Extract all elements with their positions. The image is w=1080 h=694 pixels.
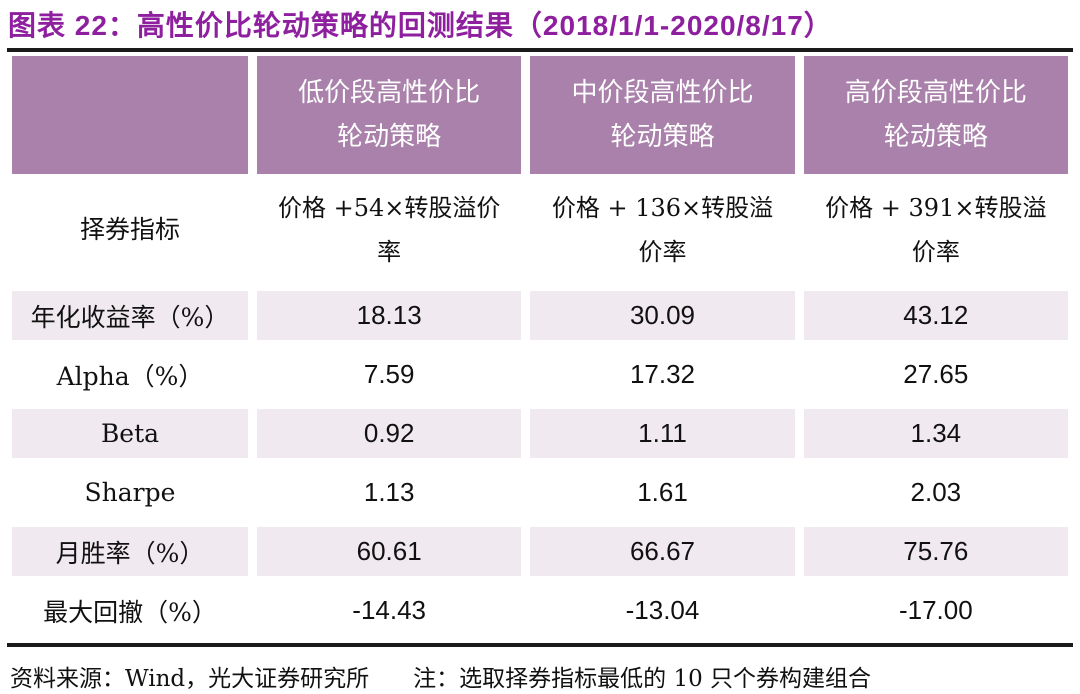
column-header-low-price: 低价段高性价比轮动策略 (257, 56, 522, 174)
row-label: Alpha（%） (56, 361, 204, 391)
table-row-alpha: Alpha（%） 7.59 17.32 27.65 (12, 345, 1068, 404)
row-label: Beta (12, 404, 248, 463)
figure-title: 图表 22：高性价比轮动策略的回测结果（2018/1/1-2020/8/17） (8, 10, 833, 41)
column-header-high-price: 高价段高性价比轮动策略 (803, 56, 1068, 174)
table-row-beta: Beta 0.92 1.11 1.34 (12, 404, 1068, 463)
data-cell: 0.92 (257, 404, 522, 463)
row-label-metric: 择券指标 (79, 215, 180, 244)
data-source-text: 资料来源：Wind，光大证券研究所 (10, 666, 370, 692)
column-header-mid-price: 中价段高性价比轮动策略 (530, 56, 795, 174)
data-cell: 1.11 (530, 404, 795, 463)
table-row-max-drawdown: 最大回撤（%） -14.43 -13.04 -17.00 (12, 581, 1068, 640)
table-row-monthly-win-rate: 月胜率（%） 60.61 66.67 75.76 (12, 522, 1068, 581)
data-cell: 66.67 (530, 522, 795, 581)
row-label: 最大回撤（%） (43, 597, 217, 627)
data-cell: -13.04 (625, 595, 700, 625)
table-row-annualized-return: 年化收益率（%） 18.13 30.09 43.12 (12, 286, 1068, 345)
corner-cell (12, 56, 248, 174)
data-cell: 60.61 (257, 522, 522, 581)
bottom-divider (7, 643, 1073, 647)
data-cell: 2.03 (910, 477, 962, 507)
data-cell: 27.65 (903, 359, 969, 389)
data-cell: 43.12 (803, 286, 1068, 345)
data-cell: -14.43 (352, 595, 427, 625)
data-cell: 1.34 (803, 404, 1068, 463)
top-divider (7, 48, 1073, 52)
row-label: 月胜率（%） (12, 522, 248, 581)
data-cell: 7.59 (363, 359, 415, 389)
backtest-results-table: 低价段高性价比轮动策略 中价段高性价比轮动策略 高价段高性价比轮动策略 择券指标… (12, 56, 1068, 640)
metric-formula-high: 价格 + 391×转股溢价率 (825, 194, 1047, 266)
footnote-text: 注：选取择券指标最低的 10 只个券构建组合 (413, 666, 872, 692)
row-label: Sharpe (84, 478, 176, 507)
metric-definition-row: 择券指标 价格 +54×转股溢价率 价格 + 136×转股溢价率 价格 + 39… (12, 174, 1068, 286)
data-cell: 1.61 (637, 477, 688, 507)
data-cell: 75.76 (803, 522, 1068, 581)
table-row-sharpe: Sharpe 1.13 1.61 2.03 (12, 463, 1068, 522)
data-cell: 1.13 (363, 477, 415, 507)
metric-formula-mid: 价格 + 136×转股溢价率 (551, 194, 774, 266)
row-label: 年化收益率（%） (12, 286, 248, 345)
table-header-row: 低价段高性价比轮动策略 中价段高性价比轮动策略 高价段高性价比轮动策略 (12, 56, 1068, 174)
data-cell: 30.09 (530, 286, 795, 345)
footer: 资料来源：Wind，光大证券研究所 注：选取择券指标最低的 10 只个券构建组合 (0, 647, 1080, 693)
metric-formula-low: 价格 +54×转股溢价率 (277, 194, 501, 266)
data-cell: 17.32 (629, 359, 696, 389)
data-cell: -17.00 (898, 595, 973, 625)
data-cell: 18.13 (257, 286, 522, 345)
